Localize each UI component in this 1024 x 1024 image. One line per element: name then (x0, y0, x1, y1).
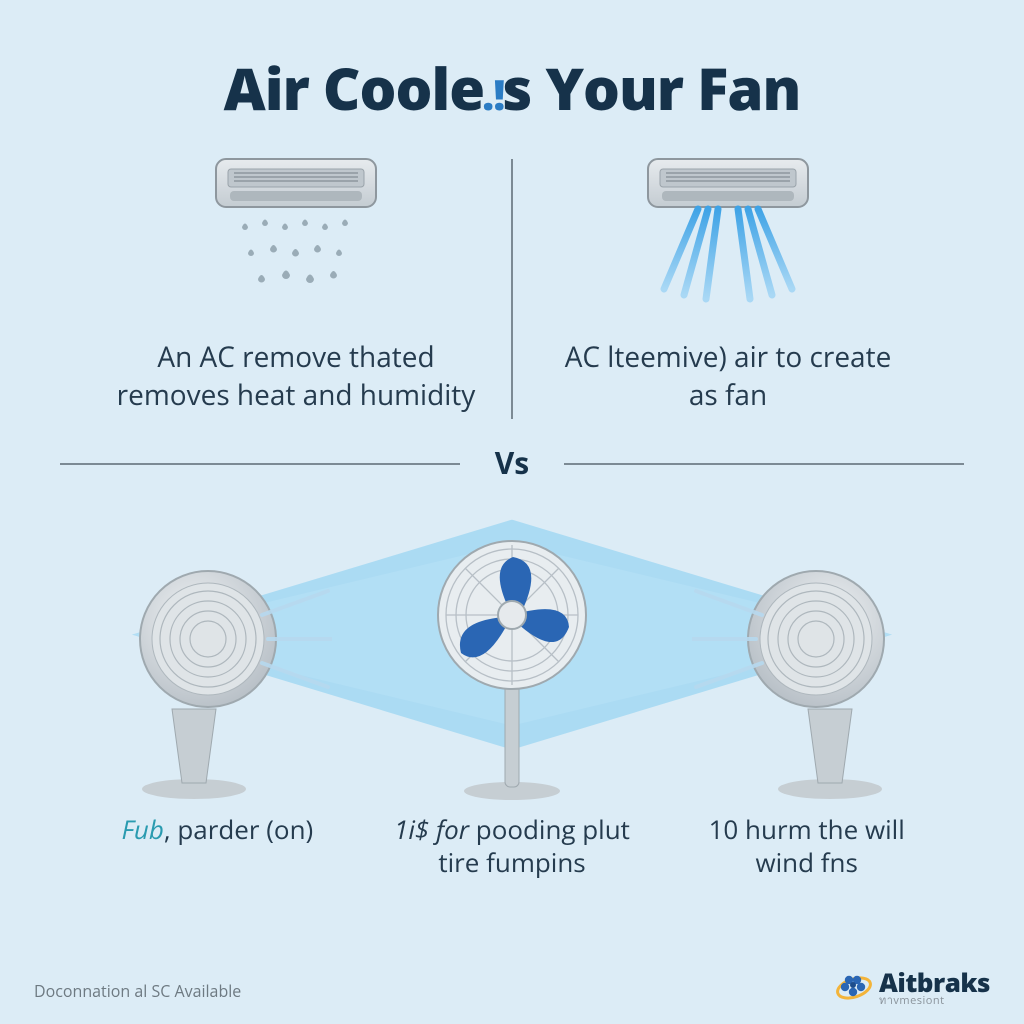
circulator-fan-right-icon (692, 543, 902, 803)
fan-row (0, 503, 1024, 803)
pedestal-fan-icon (417, 523, 607, 803)
bottom-caption-center: 1i$ for pooding plut tire fumpins (365, 813, 660, 881)
ac-right-column: AC lteemive) air to create as fan (512, 151, 944, 415)
ac-right-caption: AC lteemive) air to create as fan (548, 339, 908, 415)
page-title: Air Coole.!s Your Fan (0, 0, 1024, 127)
circulator-fan-left-icon (122, 543, 332, 803)
vertical-divider (511, 159, 513, 419)
title-left: Air Coole (224, 48, 484, 127)
fan-right (692, 543, 902, 803)
vs-divider-row: Vs (0, 441, 1024, 485)
bottom-caption-left: Fub, parder (on) (70, 813, 365, 881)
ac-comparison-row: An AC remove thated removes heat and hum… (0, 151, 1024, 415)
footnote: Doconnation al SC Available (34, 980, 241, 1002)
bottom-center-emph: 1i$ for (394, 811, 469, 847)
title-right: s Your Fan (502, 48, 800, 127)
bottom-caption-row: Fub, parder (on) 1i$ for pooding plut ti… (0, 813, 1024, 881)
bottom-caption-right: 10 hurm the will wind fns (659, 813, 954, 881)
bottom-left-rest: , parder (on) (164, 811, 313, 847)
ac-left-column: An AC remove thated removes heat and hum… (80, 151, 512, 415)
brand-name: Aitbraks (879, 969, 990, 995)
vs-line-left (60, 463, 460, 465)
fan-center (417, 523, 607, 803)
brand-mark-icon (835, 968, 873, 1006)
fan-left (122, 543, 332, 803)
vs-line-right (564, 463, 964, 465)
ac-unit-airflow-icon (618, 151, 838, 321)
bottom-left-emph: Fub (121, 811, 163, 847)
brand-text: Aitbraks ทาvmesiont (879, 969, 990, 1006)
ac-left-caption: An AC remove thated removes heat and hum… (116, 339, 476, 415)
vs-label: Vs (477, 442, 547, 483)
brand-logo: Aitbraks ทาvmesiont (835, 968, 990, 1006)
ac-unit-droplets-icon (186, 151, 406, 321)
